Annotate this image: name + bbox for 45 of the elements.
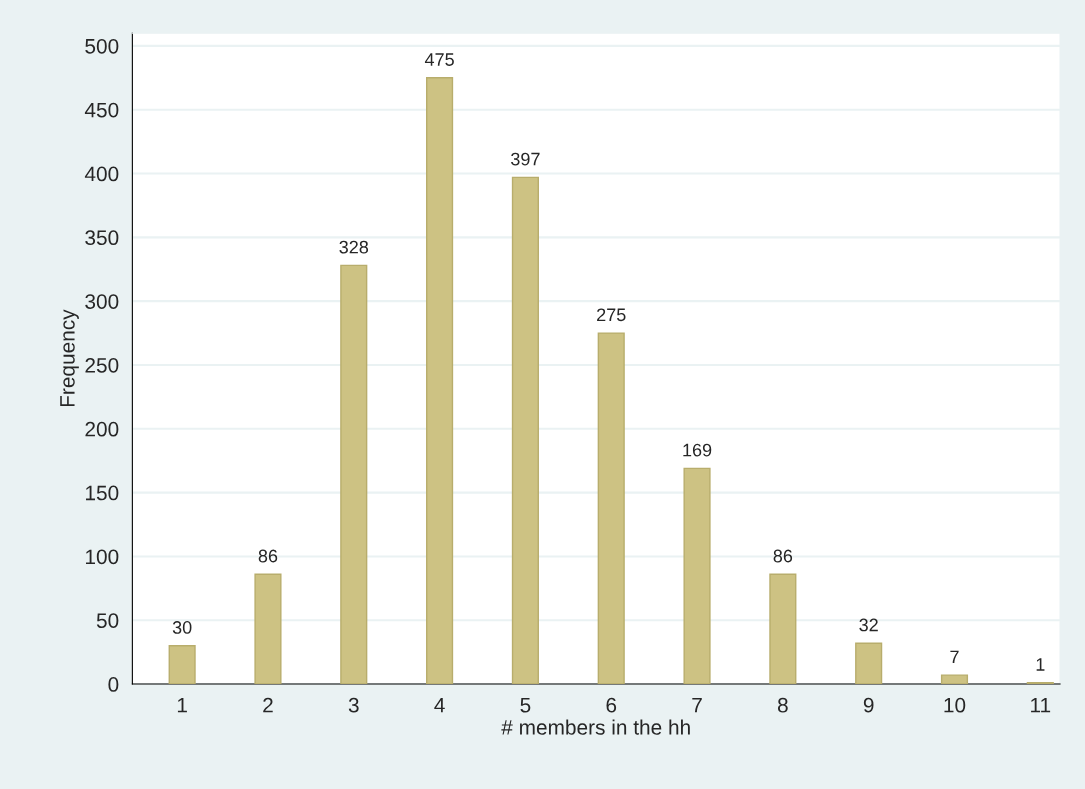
data-label: 169 xyxy=(683,443,712,457)
data-label: 30 xyxy=(172,621,192,634)
y-tick-label: 250 xyxy=(85,357,119,373)
x-tick-label: 1 xyxy=(177,698,187,713)
x-tick-label: 7 xyxy=(692,698,702,713)
y-tick-label: 450 xyxy=(84,102,119,118)
x-tick-label: 3 xyxy=(348,697,359,713)
data-label: 86 xyxy=(258,549,278,563)
bar xyxy=(940,674,969,685)
data-label: 7 xyxy=(950,650,959,664)
x-tick-label: 11 xyxy=(1031,698,1051,713)
x-tick-label: 9 xyxy=(863,697,874,713)
x-tick-label: 6 xyxy=(606,697,617,713)
x-tick-label: 4 xyxy=(434,698,445,713)
bar xyxy=(683,467,711,685)
data-label: 475 xyxy=(424,53,454,66)
y-tick-label: 200 xyxy=(85,421,119,437)
y-tick-label: 500 xyxy=(85,38,119,54)
x-tick-label: 5 xyxy=(520,698,531,713)
data-label: 328 xyxy=(339,240,369,254)
bar xyxy=(254,573,282,685)
y-tick-label: 50 xyxy=(96,613,119,628)
y-tick-label: 350 xyxy=(85,230,119,246)
bar xyxy=(426,77,454,685)
y-tick-label: 100 xyxy=(86,549,119,565)
y-axis-title: Frequency xyxy=(60,309,79,407)
x-axis-title: # members in the hh xyxy=(501,719,690,735)
y-tick-label: 300 xyxy=(85,294,119,309)
bar xyxy=(769,573,797,685)
data-label: 32 xyxy=(859,618,878,632)
data-label: 86 xyxy=(773,549,793,563)
data-label: 397 xyxy=(511,152,540,166)
bar xyxy=(855,642,883,685)
y-tick-label: 0 xyxy=(108,677,119,692)
data-label: 1 xyxy=(1036,658,1045,671)
bar xyxy=(340,264,368,685)
bar xyxy=(168,645,196,685)
y-tick-label: 150 xyxy=(86,485,119,501)
x-tick-label: 10 xyxy=(944,697,966,713)
x-tick-label: 2 xyxy=(263,697,273,713)
data-label: 275 xyxy=(597,308,626,322)
bar xyxy=(511,176,539,685)
y-tick-label: 400 xyxy=(84,166,119,182)
bar xyxy=(597,332,625,685)
x-tick-label: 8 xyxy=(777,697,788,713)
